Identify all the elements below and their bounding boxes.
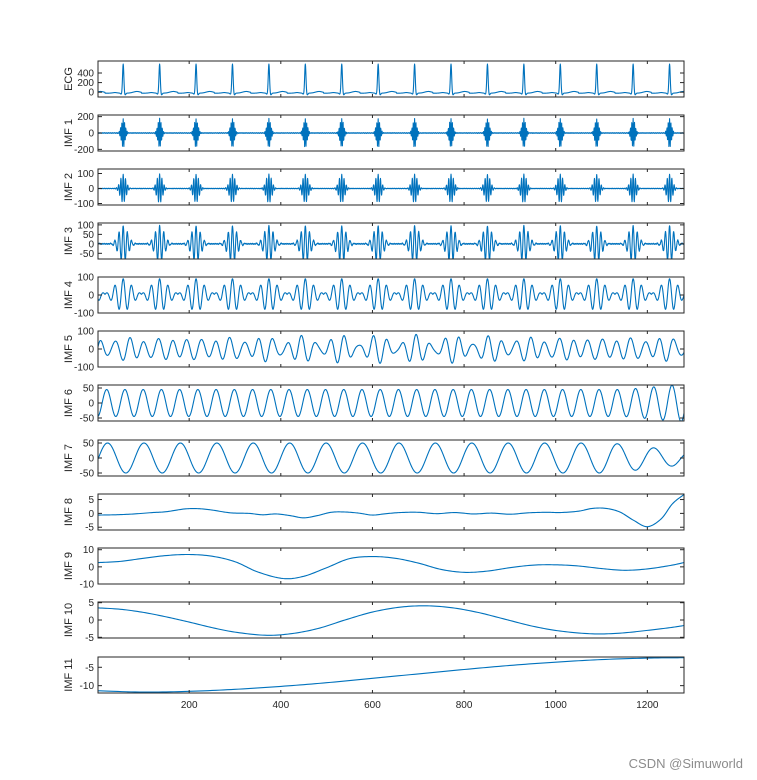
ylabel-imf-6: IMF 6 bbox=[63, 389, 75, 417]
ytick-label: -200 bbox=[74, 145, 94, 156]
ytick-label: 0 bbox=[88, 129, 94, 140]
axes-frame-imf-11 bbox=[97, 656, 685, 694]
ytick-label: 50 bbox=[83, 230, 95, 241]
ytick-label: 0 bbox=[88, 88, 94, 99]
ylabel-imf-10: IMF 10 bbox=[63, 603, 75, 637]
ytick-label: 10 bbox=[83, 545, 95, 556]
ytick-label: 5 bbox=[88, 495, 94, 506]
ytick-label: 0 bbox=[88, 399, 94, 410]
ytick-label: -50 bbox=[80, 469, 95, 480]
panel-imf-10: -5 0 5 IMF 10 bbox=[63, 598, 685, 644]
xtick-label: 1000 bbox=[545, 700, 568, 711]
ytick-label: 0 bbox=[88, 454, 94, 465]
ytick-label: 0 bbox=[88, 509, 94, 520]
ytick-label: -5 bbox=[85, 633, 94, 644]
ytick-label: 100 bbox=[77, 273, 94, 284]
series-line-imf-8 bbox=[98, 494, 684, 528]
ylabel-ecg: ECG bbox=[63, 67, 75, 91]
ylabel-imf-11: IMF 11 bbox=[63, 658, 75, 691]
axes-frame-imf-8 bbox=[97, 493, 685, 531]
ylabel-imf-4: IMF 4 bbox=[63, 281, 75, 309]
xtick-label: 1200 bbox=[636, 700, 659, 711]
axes-frame-ecg bbox=[97, 60, 685, 98]
ytick-label: 0 bbox=[88, 562, 94, 573]
ytick-label: 0 bbox=[88, 345, 94, 356]
series-line-imf-5 bbox=[98, 333, 684, 364]
ylabel-imf-9: IMF 9 bbox=[63, 552, 75, 580]
ytick-label: 400 bbox=[77, 69, 94, 80]
panel-imf-11: -10 -5 200 400 600 800 1000 1200 IMF 11 bbox=[63, 656, 685, 711]
ytick-label: 5 bbox=[88, 598, 94, 609]
ytick-label: -100 bbox=[74, 199, 94, 210]
ylabel-imf-1: IMF 1 bbox=[63, 119, 75, 147]
axes-frame-imf-3 bbox=[97, 222, 685, 260]
xtick-label: 200 bbox=[181, 700, 198, 711]
ytick-label: -5 bbox=[85, 523, 94, 534]
axes-frame-imf-2 bbox=[97, 168, 685, 206]
ytick-label: -5 bbox=[85, 663, 94, 674]
series-line-ecg bbox=[98, 63, 684, 96]
ytick-label: 50 bbox=[83, 439, 95, 450]
ytick-label: 100 bbox=[77, 169, 94, 180]
series-line-imf-3 bbox=[98, 224, 684, 259]
ytick-label: -50 bbox=[80, 414, 95, 425]
panel-imf-8: -5 0 5 IMF 8 bbox=[63, 493, 685, 534]
ytick-label: 0 bbox=[88, 616, 94, 627]
panel-imf-7: -50 0 50 IMF 7 bbox=[63, 439, 685, 480]
xtick-label: 400 bbox=[272, 700, 289, 711]
ytick-label: -100 bbox=[74, 309, 94, 320]
axes-frame-imf-9 bbox=[97, 547, 685, 585]
ylabel-imf-5: IMF 5 bbox=[63, 335, 75, 363]
ylabel-imf-7: IMF 7 bbox=[63, 444, 75, 472]
ytick-label: 100 bbox=[77, 220, 94, 231]
ytick-label: 0 bbox=[88, 291, 94, 302]
ytick-label: 200 bbox=[77, 78, 94, 89]
ytick-label: 200 bbox=[77, 112, 94, 123]
ytick-label: -100 bbox=[74, 363, 94, 374]
series-line-imf-2 bbox=[98, 173, 684, 203]
ylabel-imf-2: IMF 2 bbox=[63, 173, 75, 201]
axes-frame-imf-5 bbox=[97, 330, 685, 368]
series-line-imf-6 bbox=[98, 385, 684, 421]
ytick-label: -10 bbox=[80, 580, 95, 591]
xtick-label: 800 bbox=[456, 700, 473, 711]
ytick-label: -50 bbox=[80, 249, 95, 260]
series-line-imf-9 bbox=[98, 553, 684, 580]
panel-imf-9: -10 0 10 IMF 9 bbox=[63, 545, 685, 591]
ytick-label: 50 bbox=[83, 384, 95, 395]
ytick-label: 0 bbox=[88, 239, 94, 250]
xtick-label: 600 bbox=[364, 700, 381, 711]
ylabel-imf-8: IMF 8 bbox=[63, 498, 75, 526]
series-line-imf-10 bbox=[98, 605, 684, 636]
ytick-label: 100 bbox=[77, 327, 94, 338]
ytick-label: 0 bbox=[88, 184, 94, 195]
ylabel-imf-3: IMF 3 bbox=[63, 227, 75, 255]
axes-frame-imf-10 bbox=[97, 601, 685, 639]
ytick-label: -10 bbox=[80, 681, 95, 692]
series-line-imf-7 bbox=[98, 442, 684, 474]
panel-imf-6: -50 0 50 IMF 6 bbox=[63, 384, 685, 425]
watermark: CSDN @Simuworld bbox=[628, 756, 743, 771]
series-line-imf-4 bbox=[98, 278, 684, 310]
series-line-imf-11 bbox=[98, 657, 684, 693]
series-line-imf-1 bbox=[98, 117, 684, 148]
